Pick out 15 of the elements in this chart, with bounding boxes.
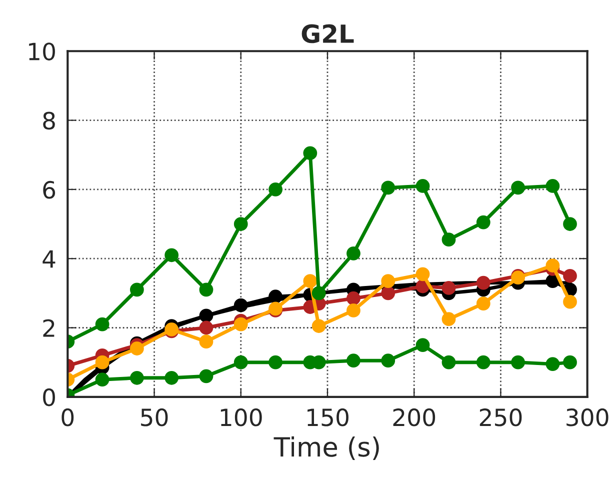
x-tick-label: 200 xyxy=(393,408,436,426)
y-tick-label: 10 xyxy=(29,42,55,60)
x-tick-label: 100 xyxy=(220,408,262,426)
y-tick-label: 8 xyxy=(43,112,55,130)
x-tick-label: 300 xyxy=(566,408,608,426)
x-tick-label: 250 xyxy=(480,408,522,426)
x-tick-label: 150 xyxy=(308,408,348,426)
y-tick-label: 4 xyxy=(42,250,56,268)
x-tick-label: 0 xyxy=(62,408,74,426)
y-tick-label: 6 xyxy=(43,180,56,199)
x-tick-label: 50 xyxy=(141,408,168,426)
y-tick-label: 0 xyxy=(43,388,55,406)
y-tick-label: 2 xyxy=(43,319,54,337)
x-axis-title: Time (s) xyxy=(274,436,379,460)
chart-title: G2L xyxy=(302,24,354,44)
